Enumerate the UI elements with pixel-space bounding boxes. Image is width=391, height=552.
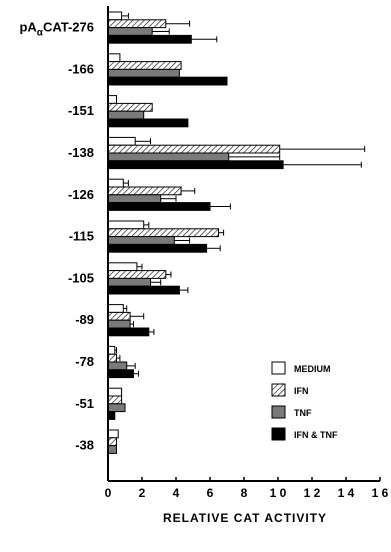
bar-white-3 xyxy=(107,136,136,146)
category-label-4: -126 xyxy=(68,187,94,202)
bar-black-2 xyxy=(107,118,189,128)
legend: MEDIUM IFN TNF IFN & TNF xyxy=(271,361,338,441)
bar-black-7 xyxy=(107,327,150,337)
category-label-8: -78 xyxy=(75,354,94,369)
legend-label-white: MEDIUM xyxy=(294,364,331,374)
x-tick-label-2: 4 xyxy=(173,486,180,500)
bar-white-10 xyxy=(107,429,119,439)
legend-label-gray: TNF xyxy=(294,408,312,418)
category-label-6: -105 xyxy=(68,270,94,285)
bar-white-2 xyxy=(107,95,117,104)
x-tick-label-4: 8 xyxy=(241,486,248,500)
x-tick-label-6: 1 2 xyxy=(304,486,321,500)
bar-white-4 xyxy=(107,178,124,188)
bar-hatched-6 xyxy=(107,270,167,279)
bar-gray-0 xyxy=(107,27,153,36)
x-tick-label-8: 1 6 xyxy=(372,486,389,500)
legend-label-hatched: IFN xyxy=(294,386,309,396)
bar-black-8 xyxy=(107,369,134,379)
bar-black-3 xyxy=(107,160,284,170)
category-label-1: -166 xyxy=(68,61,94,76)
legend-swatch-hatched xyxy=(271,383,286,397)
bar-hatched-1 xyxy=(107,61,182,70)
bar-hatched-10 xyxy=(107,437,117,447)
bar-white-7 xyxy=(107,304,124,313)
bar-gray-6 xyxy=(107,277,151,287)
legend-label-black: IFN & TNF xyxy=(294,430,338,440)
category-label-7: -89 xyxy=(75,312,94,327)
bar-gray-9 xyxy=(107,403,126,413)
bar-gray-10 xyxy=(107,445,117,454)
x-axis-label: RELATIVE CAT ACTIVITY xyxy=(163,511,327,525)
bar-gray-3 xyxy=(107,152,230,162)
x-ticks-group: 0 2 4 6 8 1 0 1 2 1 4 1 6 xyxy=(105,477,389,500)
category-label-0: pAαCAT-276 xyxy=(19,20,94,39)
bar-black-4 xyxy=(107,202,211,211)
bar-gray-8 xyxy=(107,361,128,371)
bar-hatched-2 xyxy=(107,102,153,112)
bar-hatched-0 xyxy=(107,19,167,29)
bar-hatched-5 xyxy=(107,228,219,238)
category-label-9: -51 xyxy=(75,396,94,411)
bar-white-9 xyxy=(107,387,123,397)
bar-white-1 xyxy=(107,53,121,63)
bar-gray-7 xyxy=(107,319,131,329)
bar-hatched-3 xyxy=(107,144,281,154)
x-tick-label-3: 6 xyxy=(207,486,214,500)
category-labels-group: pAαCAT-276 -166 -151 -138 -126 -115 -105 -89 -78… xyxy=(19,20,94,453)
x-tick-label-0: 0 xyxy=(105,486,112,500)
bar-gray-5 xyxy=(107,236,175,245)
category-label-2: -151 xyxy=(68,103,94,118)
bar-white-8 xyxy=(107,345,116,355)
bar-white-5 xyxy=(107,220,145,230)
bar-hatched-8 xyxy=(107,353,117,363)
category-label-10: -38 xyxy=(75,438,94,453)
legend-swatch-white xyxy=(271,361,286,375)
legend-swatch-black xyxy=(271,427,286,441)
bar-black-5 xyxy=(107,243,208,253)
bar-black-1 xyxy=(107,76,228,86)
bars-group xyxy=(107,11,284,454)
x-tick-label-7: 1 4 xyxy=(338,486,355,500)
category-label-5: -115 xyxy=(69,229,94,244)
bar-white-0 xyxy=(107,11,123,21)
bar-gray-4 xyxy=(107,194,162,204)
x-tick-label-1: 2 xyxy=(139,486,146,500)
bar-black-9 xyxy=(107,411,116,420)
bar-hatched-4 xyxy=(107,186,182,196)
bar-gray-1 xyxy=(107,68,180,78)
bar-hatched-9 xyxy=(107,395,123,405)
legend-swatch-gray xyxy=(271,405,286,419)
bar-hatched-7 xyxy=(107,311,131,321)
x-tick-label-5: 1 0 xyxy=(270,486,287,500)
bar-gray-2 xyxy=(107,110,145,120)
error-bars-group xyxy=(114,12,366,377)
bar-black-6 xyxy=(107,285,180,295)
bar-white-6 xyxy=(107,262,138,272)
category-label-3: -138 xyxy=(68,145,94,160)
bar-black-0 xyxy=(107,34,192,44)
